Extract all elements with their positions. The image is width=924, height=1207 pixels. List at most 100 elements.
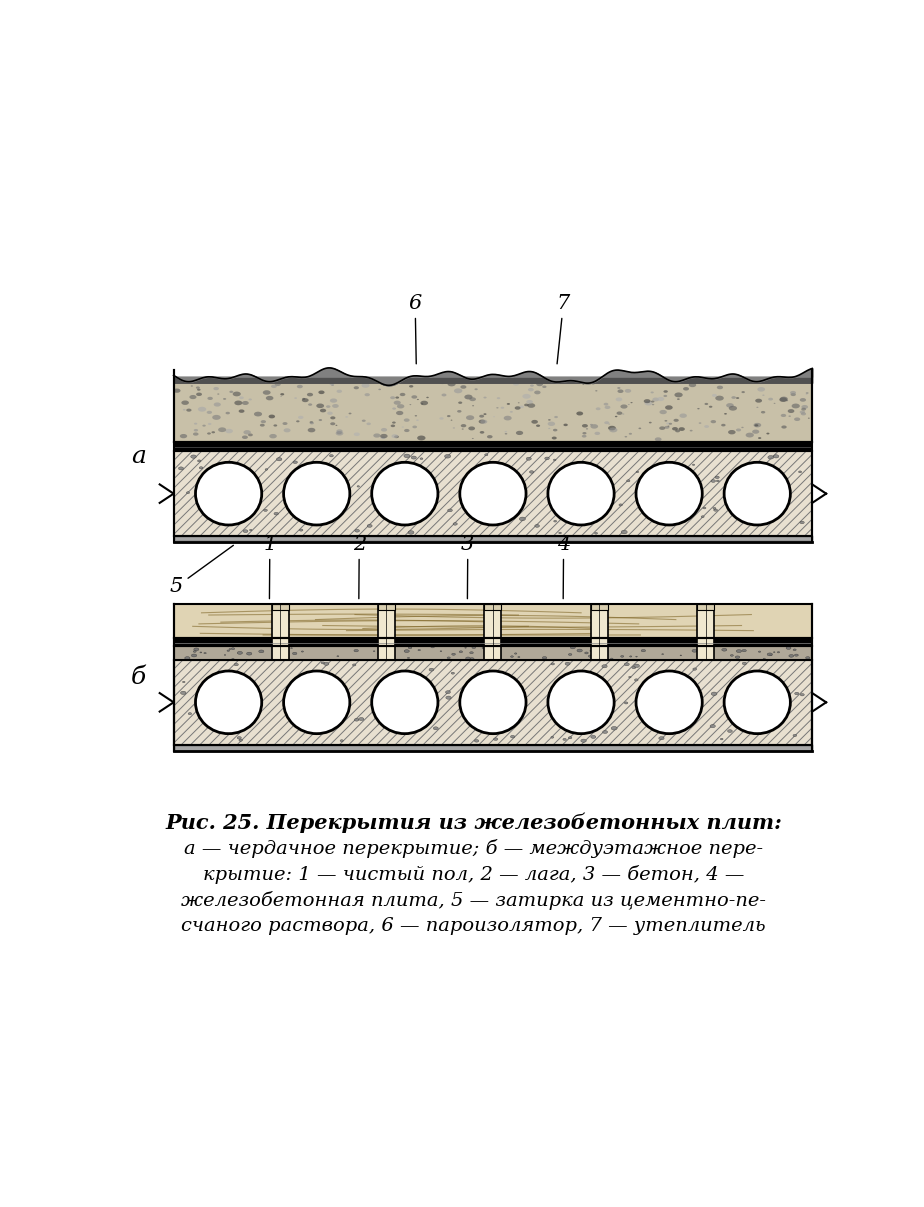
Ellipse shape [469, 652, 473, 654]
Ellipse shape [568, 653, 572, 655]
Ellipse shape [553, 520, 556, 523]
Ellipse shape [367, 422, 371, 425]
Ellipse shape [247, 652, 252, 655]
Ellipse shape [391, 425, 395, 427]
Ellipse shape [439, 380, 446, 384]
Ellipse shape [781, 414, 786, 418]
Ellipse shape [693, 667, 697, 670]
Bar [378, 604, 395, 660]
Ellipse shape [402, 426, 404, 427]
Ellipse shape [604, 421, 609, 424]
Ellipse shape [496, 407, 499, 408]
Text: счаного раствора, 6 — пароизолятор, 7 — утеплитель: счаного раствора, 6 — пароизолятор, 7 — … [181, 917, 766, 935]
Ellipse shape [411, 456, 417, 459]
Ellipse shape [711, 420, 716, 424]
Ellipse shape [271, 385, 277, 387]
Text: 2: 2 [353, 535, 366, 599]
Ellipse shape [316, 403, 324, 408]
Ellipse shape [365, 393, 370, 396]
Ellipse shape [638, 427, 641, 430]
Ellipse shape [480, 431, 484, 433]
Ellipse shape [388, 379, 392, 383]
Text: а: а [131, 445, 146, 468]
Ellipse shape [191, 654, 197, 657]
Ellipse shape [727, 730, 733, 733]
Ellipse shape [188, 712, 191, 715]
Ellipse shape [330, 416, 335, 419]
Ellipse shape [806, 657, 810, 659]
Ellipse shape [568, 736, 572, 739]
Ellipse shape [542, 657, 547, 659]
Ellipse shape [397, 404, 405, 408]
Ellipse shape [703, 507, 706, 509]
Ellipse shape [197, 389, 201, 391]
Ellipse shape [294, 397, 297, 400]
Ellipse shape [336, 431, 342, 435]
Ellipse shape [650, 391, 654, 393]
Ellipse shape [404, 649, 409, 653]
Ellipse shape [266, 396, 274, 401]
Ellipse shape [674, 419, 679, 421]
Ellipse shape [359, 717, 364, 721]
Bar [590, 604, 608, 660]
Ellipse shape [742, 663, 747, 665]
Ellipse shape [611, 727, 617, 730]
Ellipse shape [373, 433, 381, 438]
Ellipse shape [773, 455, 779, 457]
Ellipse shape [286, 381, 289, 383]
Ellipse shape [652, 404, 654, 406]
Ellipse shape [652, 397, 659, 402]
Ellipse shape [785, 400, 788, 401]
Text: 7: 7 [557, 293, 570, 363]
Ellipse shape [754, 422, 761, 427]
Ellipse shape [293, 652, 297, 654]
Ellipse shape [280, 653, 283, 654]
Ellipse shape [736, 655, 740, 659]
Ellipse shape [713, 507, 716, 509]
Ellipse shape [181, 401, 188, 404]
Ellipse shape [354, 718, 359, 721]
Ellipse shape [660, 410, 667, 414]
Ellipse shape [322, 661, 324, 664]
Ellipse shape [202, 425, 206, 426]
Ellipse shape [497, 397, 500, 400]
Ellipse shape [279, 658, 284, 660]
Ellipse shape [310, 422, 314, 425]
Ellipse shape [213, 387, 219, 390]
Ellipse shape [193, 432, 199, 436]
Ellipse shape [308, 427, 315, 432]
Ellipse shape [591, 383, 595, 385]
Ellipse shape [460, 671, 526, 734]
Ellipse shape [709, 406, 712, 408]
Ellipse shape [603, 403, 608, 406]
Ellipse shape [619, 503, 623, 506]
Ellipse shape [617, 387, 621, 389]
Ellipse shape [577, 649, 582, 652]
Ellipse shape [330, 398, 337, 403]
Ellipse shape [387, 655, 393, 659]
Ellipse shape [452, 653, 456, 655]
Ellipse shape [793, 649, 796, 651]
Ellipse shape [417, 436, 426, 441]
Bar [174, 745, 812, 751]
Ellipse shape [232, 658, 234, 660]
Bar [698, 604, 714, 660]
Ellipse shape [274, 512, 278, 515]
Ellipse shape [381, 436, 385, 439]
Ellipse shape [698, 408, 699, 409]
Ellipse shape [465, 395, 472, 400]
Ellipse shape [577, 412, 583, 415]
Ellipse shape [319, 391, 324, 395]
Ellipse shape [777, 652, 780, 653]
Ellipse shape [420, 401, 428, 406]
Bar [174, 536, 812, 542]
Ellipse shape [598, 649, 600, 651]
Ellipse shape [235, 401, 242, 406]
Ellipse shape [348, 413, 351, 414]
Ellipse shape [710, 724, 715, 728]
Ellipse shape [793, 734, 796, 736]
Ellipse shape [757, 407, 759, 408]
Ellipse shape [636, 462, 702, 525]
Ellipse shape [595, 532, 598, 535]
Ellipse shape [238, 409, 245, 413]
